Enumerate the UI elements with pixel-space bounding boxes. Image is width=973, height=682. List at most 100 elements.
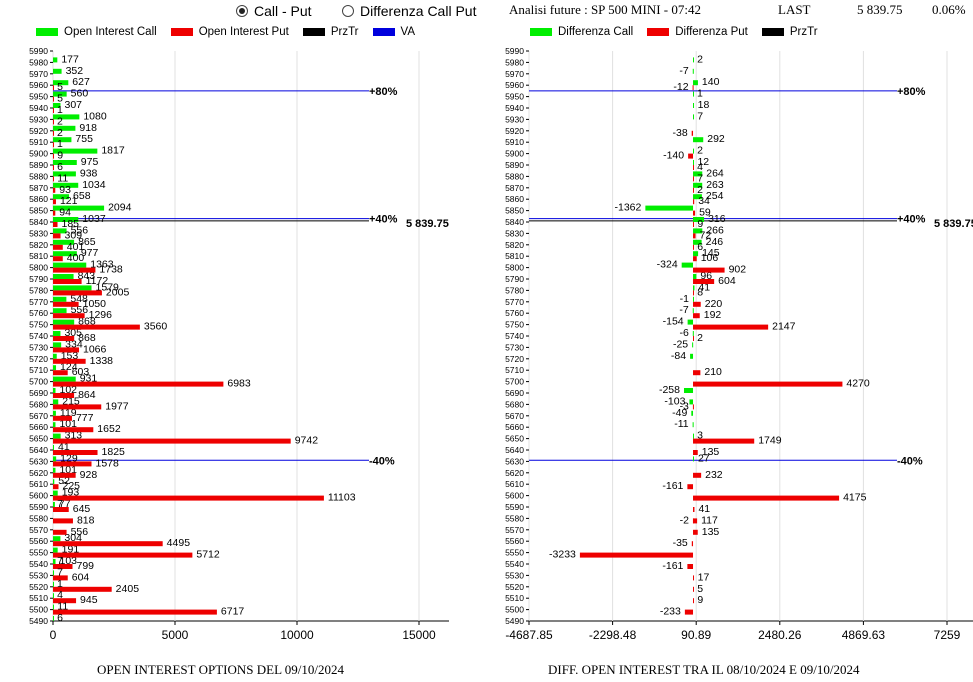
data-label: 225 bbox=[62, 480, 80, 492]
y-tick-label: 5660 bbox=[505, 422, 524, 432]
data-bar bbox=[693, 279, 715, 284]
data-bar bbox=[53, 445, 55, 450]
data-bar bbox=[53, 547, 58, 553]
data-label: 12 bbox=[697, 156, 709, 168]
data-bar bbox=[692, 404, 694, 410]
data-label: 177 bbox=[61, 53, 79, 65]
y-tick-label: 5710 bbox=[29, 365, 48, 375]
data-bar bbox=[53, 461, 92, 467]
data-label: 77 bbox=[59, 498, 71, 510]
data-bar bbox=[53, 490, 58, 496]
data-bar bbox=[53, 57, 58, 63]
data-bar bbox=[53, 388, 56, 393]
data-bar bbox=[53, 91, 67, 97]
data-bar bbox=[693, 290, 695, 296]
data-bar bbox=[693, 160, 695, 165]
y-tick-label: 5720 bbox=[29, 354, 48, 364]
y-tick-label: 5580 bbox=[29, 513, 48, 523]
data-label: 868 bbox=[78, 332, 96, 344]
data-bar bbox=[53, 279, 82, 284]
data-bar bbox=[693, 336, 695, 341]
y-tick-label: 5740 bbox=[29, 331, 48, 341]
data-label: 220 bbox=[705, 298, 723, 310]
legend-label: Differenza Put bbox=[675, 26, 748, 38]
y-tick-label: 5800 bbox=[505, 263, 524, 273]
y-tick-label: 5500 bbox=[505, 605, 524, 615]
data-label: 1 bbox=[57, 104, 63, 116]
y-tick-label: 5890 bbox=[505, 160, 524, 170]
data-label: -324 bbox=[657, 259, 678, 271]
y-tick-label: 5630 bbox=[505, 456, 524, 466]
y-tick-label: 5610 bbox=[29, 479, 48, 489]
data-bar bbox=[691, 541, 694, 547]
data-bar bbox=[693, 114, 695, 120]
data-bar bbox=[693, 438, 755, 444]
data-bar bbox=[53, 251, 77, 257]
data-bar bbox=[693, 194, 702, 200]
legend-label: Open Interest Put bbox=[198, 26, 289, 38]
y-tick-label: 5910 bbox=[505, 137, 524, 147]
y-tick-label: 5870 bbox=[505, 183, 524, 193]
data-label: 1652 bbox=[97, 423, 121, 435]
x-tick-label: -2298.48 bbox=[589, 628, 637, 642]
data-label: -2 bbox=[680, 514, 689, 526]
legend-label: Open Interest Call bbox=[64, 26, 157, 38]
data-label: -6 bbox=[679, 327, 688, 339]
data-bar bbox=[53, 399, 59, 405]
data-label: 2 bbox=[57, 127, 63, 139]
data-label: -3 bbox=[680, 400, 689, 412]
data-label: 799 bbox=[76, 560, 94, 572]
data-label: 1578 bbox=[96, 457, 120, 469]
y-tick-label: 5930 bbox=[29, 114, 48, 124]
last-label: LAST bbox=[778, 2, 811, 17]
radio-unselected-icon[interactable] bbox=[342, 5, 354, 17]
data-label: 658 bbox=[73, 190, 91, 202]
data-label: 977 bbox=[81, 247, 99, 259]
data-label: 264 bbox=[706, 167, 724, 179]
legend-label: PrzTr bbox=[330, 26, 359, 38]
legend-swatch bbox=[530, 28, 552, 36]
x-tick-label: 7259 bbox=[934, 628, 961, 642]
data-label: 975 bbox=[81, 156, 99, 168]
y-tick-label: 5490 bbox=[505, 616, 524, 626]
data-label: 818 bbox=[77, 514, 95, 526]
y-tick-label: 5780 bbox=[505, 285, 524, 295]
radio-differenza[interactable]: Differenza Call Put bbox=[342, 3, 476, 19]
data-label: -154 bbox=[663, 316, 684, 328]
y-tick-label: 5510 bbox=[505, 593, 524, 603]
data-label: 2 bbox=[697, 184, 703, 196]
data-bar bbox=[53, 228, 67, 234]
y-tick-label: 5600 bbox=[29, 491, 48, 501]
data-label: -38 bbox=[673, 127, 688, 139]
data-label: 6 bbox=[697, 241, 703, 253]
y-tick-label: 5750 bbox=[505, 320, 524, 330]
data-bar bbox=[684, 609, 694, 615]
y-tick-label: 5950 bbox=[505, 92, 524, 102]
radio-call-put[interactable]: Call - Put bbox=[236, 3, 312, 19]
y-tick-label: 5760 bbox=[29, 308, 48, 318]
data-bar bbox=[693, 217, 705, 222]
data-label: -3233 bbox=[549, 549, 576, 561]
data-bar bbox=[693, 381, 843, 387]
y-tick-label: 5530 bbox=[505, 570, 524, 580]
data-bar bbox=[53, 187, 56, 193]
right-chart-footer: DIFF. OPEN INTEREST TRA IL 08/10/2024 E … bbox=[548, 662, 860, 677]
y-tick-label: 5540 bbox=[29, 559, 48, 569]
y-tick-label: 5790 bbox=[29, 274, 48, 284]
legend-item: Differenza Put bbox=[647, 26, 748, 38]
data-label: 1066 bbox=[83, 343, 107, 355]
data-label: 401 bbox=[67, 241, 85, 253]
radio-selected-icon[interactable] bbox=[236, 5, 248, 17]
data-bar bbox=[53, 182, 79, 188]
y-tick-label: 5860 bbox=[29, 194, 48, 204]
data-bar bbox=[53, 616, 54, 621]
data-bar bbox=[53, 103, 61, 108]
data-bar bbox=[53, 68, 62, 74]
data-label: 6717 bbox=[221, 606, 245, 618]
data-bar bbox=[693, 187, 695, 193]
y-tick-label: 5640 bbox=[29, 445, 48, 455]
data-label: 4175 bbox=[843, 492, 867, 504]
data-bar bbox=[53, 598, 77, 604]
reference-label: -40% bbox=[897, 455, 923, 467]
legend-item: VA bbox=[372, 26, 415, 38]
